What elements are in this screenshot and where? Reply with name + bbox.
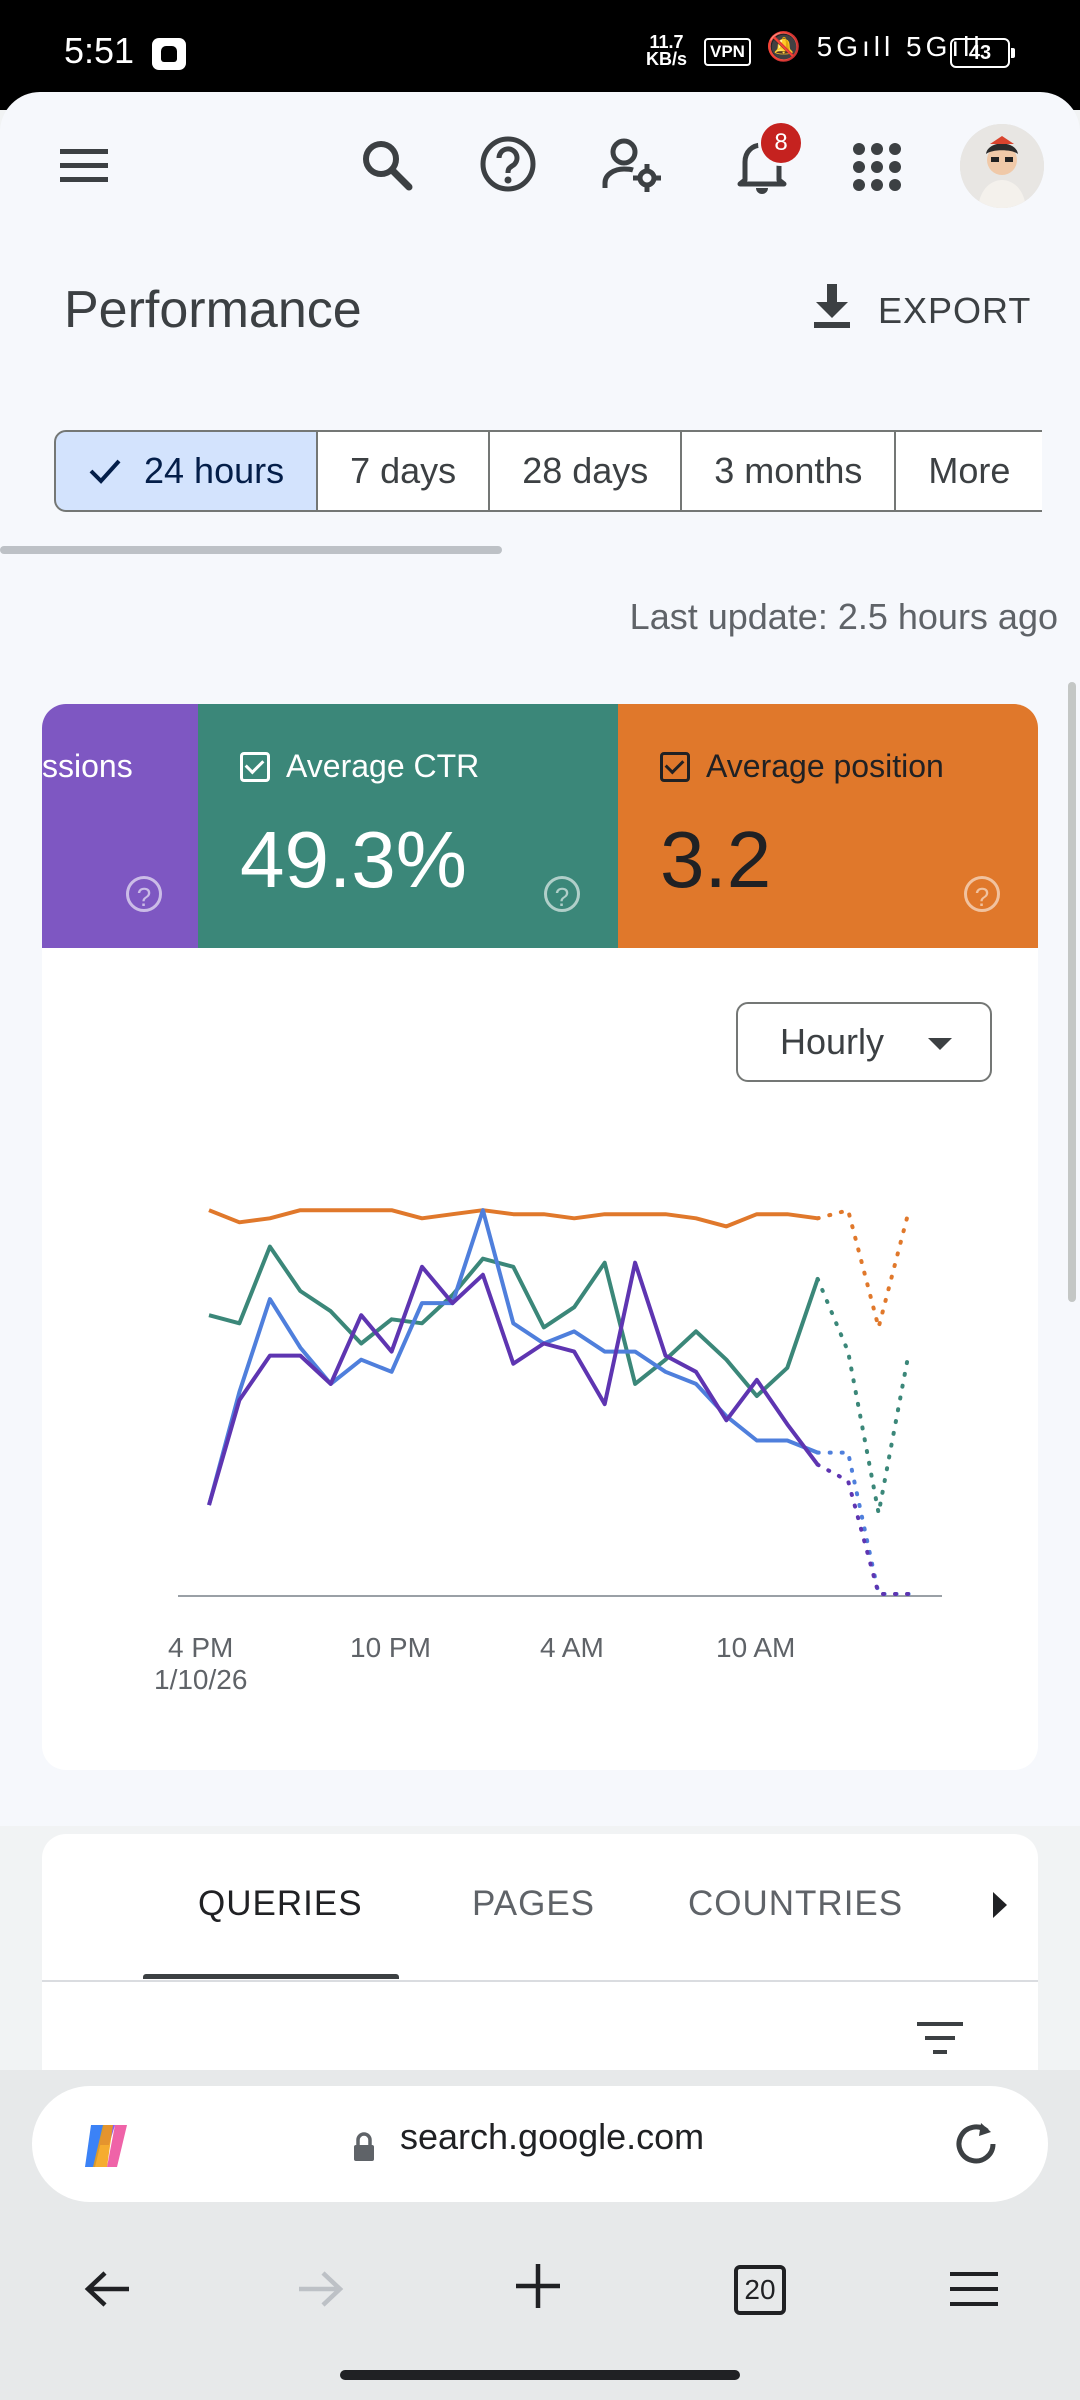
- granularity-dropdown[interactable]: Hourly: [736, 1002, 992, 1082]
- help-icon[interactable]: ?: [544, 876, 580, 912]
- metric-position[interactable]: Average position 3.2 ?: [618, 704, 1038, 948]
- app-notification-icon: [152, 38, 186, 70]
- export-button[interactable]: EXPORT: [812, 282, 1031, 339]
- x-tick-line: 1/10/26: [154, 1664, 248, 1695]
- signal-icons: 🔕 5Gıll 5Gıll: [766, 31, 984, 62]
- chip-label: 28 days: [522, 450, 649, 491]
- date-range-chips: 24 hours 7 days 28 days 3 months More: [54, 430, 1043, 512]
- browser-menu-icon[interactable]: [946, 2262, 1002, 2316]
- chip-label: 24 hours: [144, 450, 285, 491]
- metric-value: 49.3%: [240, 815, 467, 904]
- series-partial-ctr: [815, 1276, 911, 1514]
- metric-label-row: Average position: [660, 748, 944, 785]
- x-tick-line: 4 PM: [168, 1632, 234, 1663]
- tab-count: 20: [734, 2265, 786, 2315]
- net-speed-value: 11.7: [649, 32, 684, 52]
- series-line-impressions: [207, 1260, 820, 1506]
- help-icon[interactable]: ?: [126, 876, 162, 912]
- new-tab-icon[interactable]: [512, 2260, 564, 2312]
- metric-value: 3.2: [660, 815, 772, 904]
- export-label: EXPORT: [878, 289, 1032, 331]
- tabs-divider: [42, 1980, 1038, 1982]
- check-icon: [88, 457, 122, 485]
- x-tick-label: 10 PM: [350, 1632, 431, 1663]
- chip-more[interactable]: More: [896, 430, 1043, 512]
- chip-7-days[interactable]: 7 days: [318, 430, 491, 512]
- manage-users-icon[interactable]: [600, 134, 666, 196]
- filter-icon[interactable]: [914, 2018, 966, 2058]
- reload-icon[interactable]: [946, 2114, 1006, 2174]
- download-icon: [812, 282, 852, 339]
- chip-24-hours[interactable]: 24 hours: [54, 430, 319, 512]
- active-tab-indicator: [143, 1974, 399, 1979]
- x-tick-label: 10 AM: [716, 1632, 796, 1663]
- metric-label: ssions: [42, 748, 133, 784]
- lock-icon: [350, 2130, 378, 2164]
- status-bar: 5:51 11.7 KB/s VPN 🔕 5Gıll 5Gıll 43: [0, 0, 1080, 110]
- performance-card: ssions ? Average CTR 49.3% ? Average pos…: [42, 704, 1038, 1770]
- address-bar[interactable]: [32, 2086, 1048, 2202]
- metric-ctr[interactable]: Average CTR 49.3% ?: [198, 704, 618, 948]
- page-scrollbar[interactable]: [1068, 682, 1076, 1302]
- x-tick-label: 4 PM 1/10/26: [154, 1632, 247, 1696]
- app-bar: [0, 92, 1080, 252]
- chip-label: More: [928, 450, 1011, 491]
- chip-3-months[interactable]: 3 months: [682, 430, 897, 512]
- last-update-text: Last update: 2.5 hours ago: [629, 596, 1058, 637]
- series-partial-position: [815, 1207, 911, 1336]
- net-speed-unit: KB/s: [646, 49, 688, 69]
- metric-label-row: Average CTR: [240, 748, 479, 785]
- menu-icon[interactable]: [54, 140, 114, 190]
- chip-28-days[interactable]: 28 days: [490, 430, 683, 512]
- chip-label: 3 months: [714, 450, 863, 491]
- vpn-icon: VPN: [704, 38, 751, 66]
- chip-label: 7 days: [350, 450, 457, 491]
- help-icon[interactable]: ?: [964, 876, 1000, 912]
- series-line-ctr: [208, 1244, 820, 1398]
- metric-impressions[interactable]: ssions ?: [42, 704, 198, 948]
- back-icon[interactable]: [80, 2262, 134, 2316]
- tab-countries[interactable]: COUNTRIES: [688, 1884, 904, 1923]
- search-icon[interactable]: [356, 134, 418, 196]
- url-text[interactable]: search.google.com: [400, 2116, 705, 2157]
- gesture-bar[interactable]: [340, 2370, 740, 2380]
- series-partial-clicks: [815, 1450, 911, 1596]
- chart-svg: [178, 1207, 942, 1597]
- tab-queries[interactable]: QUERIES: [198, 1884, 363, 1923]
- chips-scroll-indicator: [0, 546, 502, 554]
- notification-badge: 8: [758, 120, 804, 166]
- metric-label: Average position: [706, 748, 944, 784]
- network-speed: 11.7 KB/s: [646, 32, 688, 69]
- checkbox-icon[interactable]: [660, 751, 690, 782]
- forward-icon: [294, 2262, 348, 2316]
- page-title: Performance: [64, 281, 362, 339]
- status-time: 5:51: [64, 30, 135, 71]
- tabs-scroll-right-icon[interactable]: [993, 1892, 1007, 1918]
- title-bar: [0, 252, 1080, 388]
- x-tick-label: 4 AM: [540, 1632, 604, 1663]
- series-partial-impressions: [815, 1462, 911, 1596]
- performance-chart: [42, 1130, 1038, 1730]
- tab-switcher-icon[interactable]: 20: [732, 2262, 788, 2318]
- copilot-icon[interactable]: [76, 2116, 136, 2176]
- checkbox-icon[interactable]: [240, 751, 270, 782]
- series-line-position: [208, 1208, 818, 1229]
- apps-grid-icon[interactable]: [850, 140, 904, 194]
- help-icon[interactable]: [476, 132, 540, 196]
- battery-icon: 43: [950, 38, 1015, 68]
- granularity-label: Hourly: [780, 1021, 885, 1062]
- tab-pages[interactable]: PAGES: [472, 1884, 596, 1923]
- account-avatar[interactable]: [960, 124, 1044, 208]
- dropdown-arrow-icon: [928, 1038, 952, 1050]
- metric-label: Average CTR: [286, 748, 480, 784]
